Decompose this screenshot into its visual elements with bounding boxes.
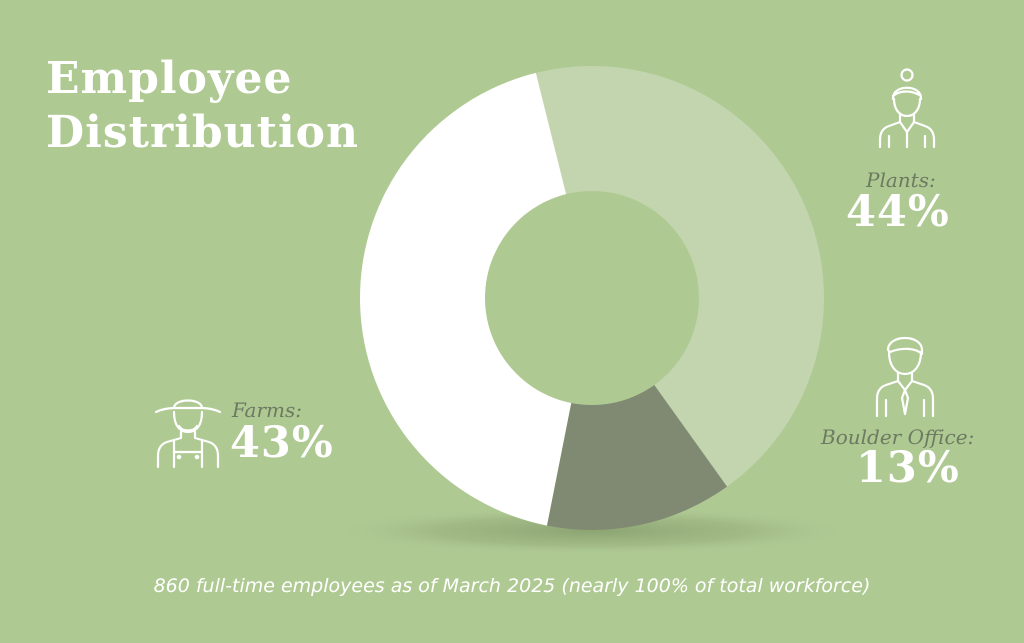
legend-value-office: 13% xyxy=(856,443,960,493)
donut-shadow xyxy=(330,507,854,555)
legend-label-office: Boulder Office: xyxy=(821,425,975,449)
title-line-2: Distribution xyxy=(46,107,359,158)
office-man-icon xyxy=(875,337,935,418)
farmer-hat-icon xyxy=(154,399,222,468)
donut-hole xyxy=(485,191,699,405)
legend-label-farms: Farms: xyxy=(232,398,302,422)
legend-value-plants: 44% xyxy=(846,187,950,237)
legend-value-farms: 43% xyxy=(230,418,334,468)
legend-label-plants: Plants: xyxy=(866,168,936,192)
footnote: 860 full-time employees as of March 2025… xyxy=(153,575,871,597)
donut-slice-2 xyxy=(359,72,592,526)
chart-title: Employee Distribution xyxy=(46,52,359,160)
title-line-1: Employee xyxy=(46,53,293,104)
woman-worker-icon xyxy=(878,68,936,148)
